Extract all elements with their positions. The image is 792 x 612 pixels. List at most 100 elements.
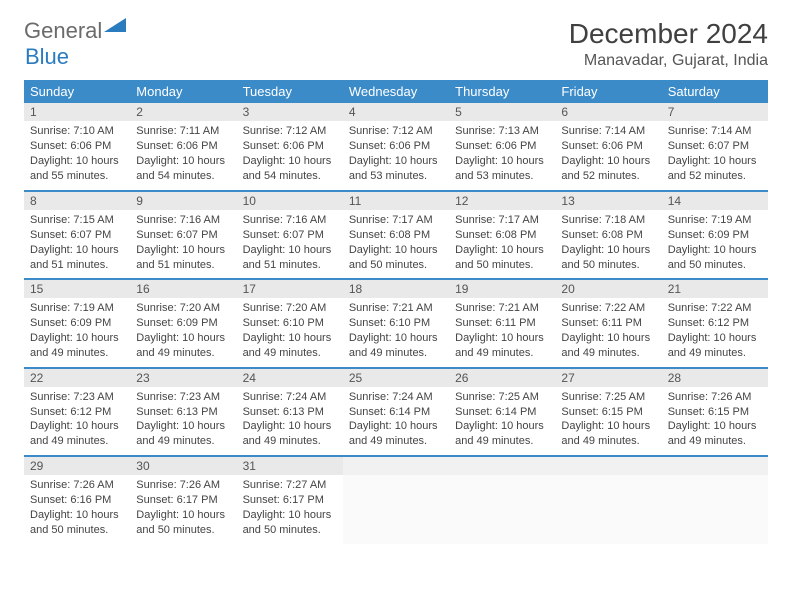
day-body: Sunrise: 7:19 AMSunset: 6:09 PMDaylight:…: [662, 210, 768, 278]
sunset-text: Sunset: 6:14 PM: [455, 405, 549, 420]
col-monday: Monday: [130, 80, 236, 103]
header: General Blue December 2024 Manavadar, Gu…: [24, 18, 768, 70]
day-body: Sunrise: 7:17 AMSunset: 6:08 PMDaylight:…: [449, 210, 555, 278]
calendar-cell: 18Sunrise: 7:21 AMSunset: 6:10 PMDayligh…: [343, 279, 449, 367]
day-body: Sunrise: 7:22 AMSunset: 6:12 PMDaylight:…: [662, 298, 768, 366]
daylight-text: Daylight: 10 hours and 51 minutes.: [136, 243, 230, 273]
day-number: 14: [662, 192, 768, 210]
day-number: 26: [449, 369, 555, 387]
sunrise-text: Sunrise: 7:27 AM: [243, 478, 337, 493]
daylight-text: Daylight: 10 hours and 51 minutes.: [243, 243, 337, 273]
calendar-cell: 20Sunrise: 7:22 AMSunset: 6:11 PMDayligh…: [555, 279, 661, 367]
day-number: 8: [24, 192, 130, 210]
calendar-cell: 23Sunrise: 7:23 AMSunset: 6:13 PMDayligh…: [130, 368, 236, 456]
sunset-text: Sunset: 6:07 PM: [243, 228, 337, 243]
sunrise-text: Sunrise: 7:16 AM: [243, 213, 337, 228]
day-number: 12: [449, 192, 555, 210]
sunrise-text: Sunrise: 7:26 AM: [668, 390, 762, 405]
calendar-cell: 27Sunrise: 7:25 AMSunset: 6:15 PMDayligh…: [555, 368, 661, 456]
calendar-cell: 1Sunrise: 7:10 AMSunset: 6:06 PMDaylight…: [24, 103, 130, 191]
sunset-text: Sunset: 6:06 PM: [349, 139, 443, 154]
sunset-text: Sunset: 6:08 PM: [455, 228, 549, 243]
sunrise-text: Sunrise: 7:25 AM: [455, 390, 549, 405]
sunset-text: Sunset: 6:06 PM: [455, 139, 549, 154]
day-body: Sunrise: 7:18 AMSunset: 6:08 PMDaylight:…: [555, 210, 661, 278]
calendar-row: 15Sunrise: 7:19 AMSunset: 6:09 PMDayligh…: [24, 279, 768, 367]
sunrise-text: Sunrise: 7:19 AM: [30, 301, 124, 316]
daylight-text: Daylight: 10 hours and 50 minutes.: [243, 508, 337, 538]
daylight-text: Daylight: 10 hours and 49 minutes.: [668, 419, 762, 449]
sunset-text: Sunset: 6:06 PM: [136, 139, 230, 154]
calendar-cell: [449, 456, 555, 544]
day-body: Sunrise: 7:17 AMSunset: 6:08 PMDaylight:…: [343, 210, 449, 278]
sunrise-text: Sunrise: 7:18 AM: [561, 213, 655, 228]
calendar-cell: 31Sunrise: 7:27 AMSunset: 6:17 PMDayligh…: [237, 456, 343, 544]
sunset-text: Sunset: 6:11 PM: [455, 316, 549, 331]
calendar-cell: 5Sunrise: 7:13 AMSunset: 6:06 PMDaylight…: [449, 103, 555, 191]
calendar-cell: 13Sunrise: 7:18 AMSunset: 6:08 PMDayligh…: [555, 191, 661, 279]
day-body: Sunrise: 7:26 AMSunset: 6:16 PMDaylight:…: [24, 475, 130, 543]
sunset-text: Sunset: 6:15 PM: [668, 405, 762, 420]
daylight-text: Daylight: 10 hours and 49 minutes.: [243, 419, 337, 449]
sunrise-text: Sunrise: 7:14 AM: [668, 124, 762, 139]
sunrise-text: Sunrise: 7:21 AM: [455, 301, 549, 316]
daylight-text: Daylight: 10 hours and 50 minutes.: [30, 508, 124, 538]
sunset-text: Sunset: 6:17 PM: [243, 493, 337, 508]
col-friday: Friday: [555, 80, 661, 103]
day-body: Sunrise: 7:13 AMSunset: 6:06 PMDaylight:…: [449, 121, 555, 189]
day-number-empty: [449, 457, 555, 475]
daylight-text: Daylight: 10 hours and 50 minutes.: [561, 243, 655, 273]
sunset-text: Sunset: 6:15 PM: [561, 405, 655, 420]
day-number: 24: [237, 369, 343, 387]
calendar-cell: 24Sunrise: 7:24 AMSunset: 6:13 PMDayligh…: [237, 368, 343, 456]
sunrise-text: Sunrise: 7:14 AM: [561, 124, 655, 139]
title-block: December 2024 Manavadar, Gujarat, India: [569, 18, 768, 70]
day-number: 2: [130, 103, 236, 121]
calendar-cell: 28Sunrise: 7:26 AMSunset: 6:15 PMDayligh…: [662, 368, 768, 456]
sunrise-text: Sunrise: 7:26 AM: [30, 478, 124, 493]
calendar-cell: 21Sunrise: 7:22 AMSunset: 6:12 PMDayligh…: [662, 279, 768, 367]
day-body: Sunrise: 7:16 AMSunset: 6:07 PMDaylight:…: [130, 210, 236, 278]
sunset-text: Sunset: 6:17 PM: [136, 493, 230, 508]
daylight-text: Daylight: 10 hours and 49 minutes.: [349, 419, 443, 449]
sunset-text: Sunset: 6:06 PM: [561, 139, 655, 154]
daylight-text: Daylight: 10 hours and 54 minutes.: [136, 154, 230, 184]
day-number-empty: [343, 457, 449, 475]
daylight-text: Daylight: 10 hours and 50 minutes.: [455, 243, 549, 273]
calendar-cell: 29Sunrise: 7:26 AMSunset: 6:16 PMDayligh…: [24, 456, 130, 544]
sunset-text: Sunset: 6:11 PM: [561, 316, 655, 331]
sunrise-text: Sunrise: 7:20 AM: [243, 301, 337, 316]
daylight-text: Daylight: 10 hours and 49 minutes.: [455, 419, 549, 449]
sunset-text: Sunset: 6:10 PM: [349, 316, 443, 331]
sunrise-text: Sunrise: 7:22 AM: [561, 301, 655, 316]
sunset-text: Sunset: 6:13 PM: [243, 405, 337, 420]
day-number: 23: [130, 369, 236, 387]
daylight-text: Daylight: 10 hours and 49 minutes.: [561, 331, 655, 361]
daylight-text: Daylight: 10 hours and 52 minutes.: [668, 154, 762, 184]
daylight-text: Daylight: 10 hours and 53 minutes.: [455, 154, 549, 184]
daylight-text: Daylight: 10 hours and 51 minutes.: [30, 243, 124, 273]
day-body: Sunrise: 7:24 AMSunset: 6:14 PMDaylight:…: [343, 387, 449, 455]
day-body: Sunrise: 7:24 AMSunset: 6:13 PMDaylight:…: [237, 387, 343, 455]
day-body: Sunrise: 7:14 AMSunset: 6:07 PMDaylight:…: [662, 121, 768, 189]
sunset-text: Sunset: 6:07 PM: [668, 139, 762, 154]
calendar-cell: [555, 456, 661, 544]
day-body: Sunrise: 7:25 AMSunset: 6:15 PMDaylight:…: [555, 387, 661, 455]
calendar-row: 29Sunrise: 7:26 AMSunset: 6:16 PMDayligh…: [24, 456, 768, 544]
day-number: 17: [237, 280, 343, 298]
page-title: December 2024: [569, 18, 768, 50]
day-body: Sunrise: 7:26 AMSunset: 6:15 PMDaylight:…: [662, 387, 768, 455]
day-number: 29: [24, 457, 130, 475]
sunset-text: Sunset: 6:12 PM: [668, 316, 762, 331]
location-label: Manavadar, Gujarat, India: [569, 52, 768, 70]
day-body: Sunrise: 7:12 AMSunset: 6:06 PMDaylight:…: [237, 121, 343, 189]
daylight-text: Daylight: 10 hours and 49 minutes.: [136, 331, 230, 361]
day-number: 5: [449, 103, 555, 121]
calendar-cell: 15Sunrise: 7:19 AMSunset: 6:09 PMDayligh…: [24, 279, 130, 367]
day-number: 1: [24, 103, 130, 121]
day-number: 16: [130, 280, 236, 298]
sunrise-text: Sunrise: 7:16 AM: [136, 213, 230, 228]
day-number: 28: [662, 369, 768, 387]
sunrise-text: Sunrise: 7:12 AM: [349, 124, 443, 139]
sunrise-text: Sunrise: 7:19 AM: [668, 213, 762, 228]
